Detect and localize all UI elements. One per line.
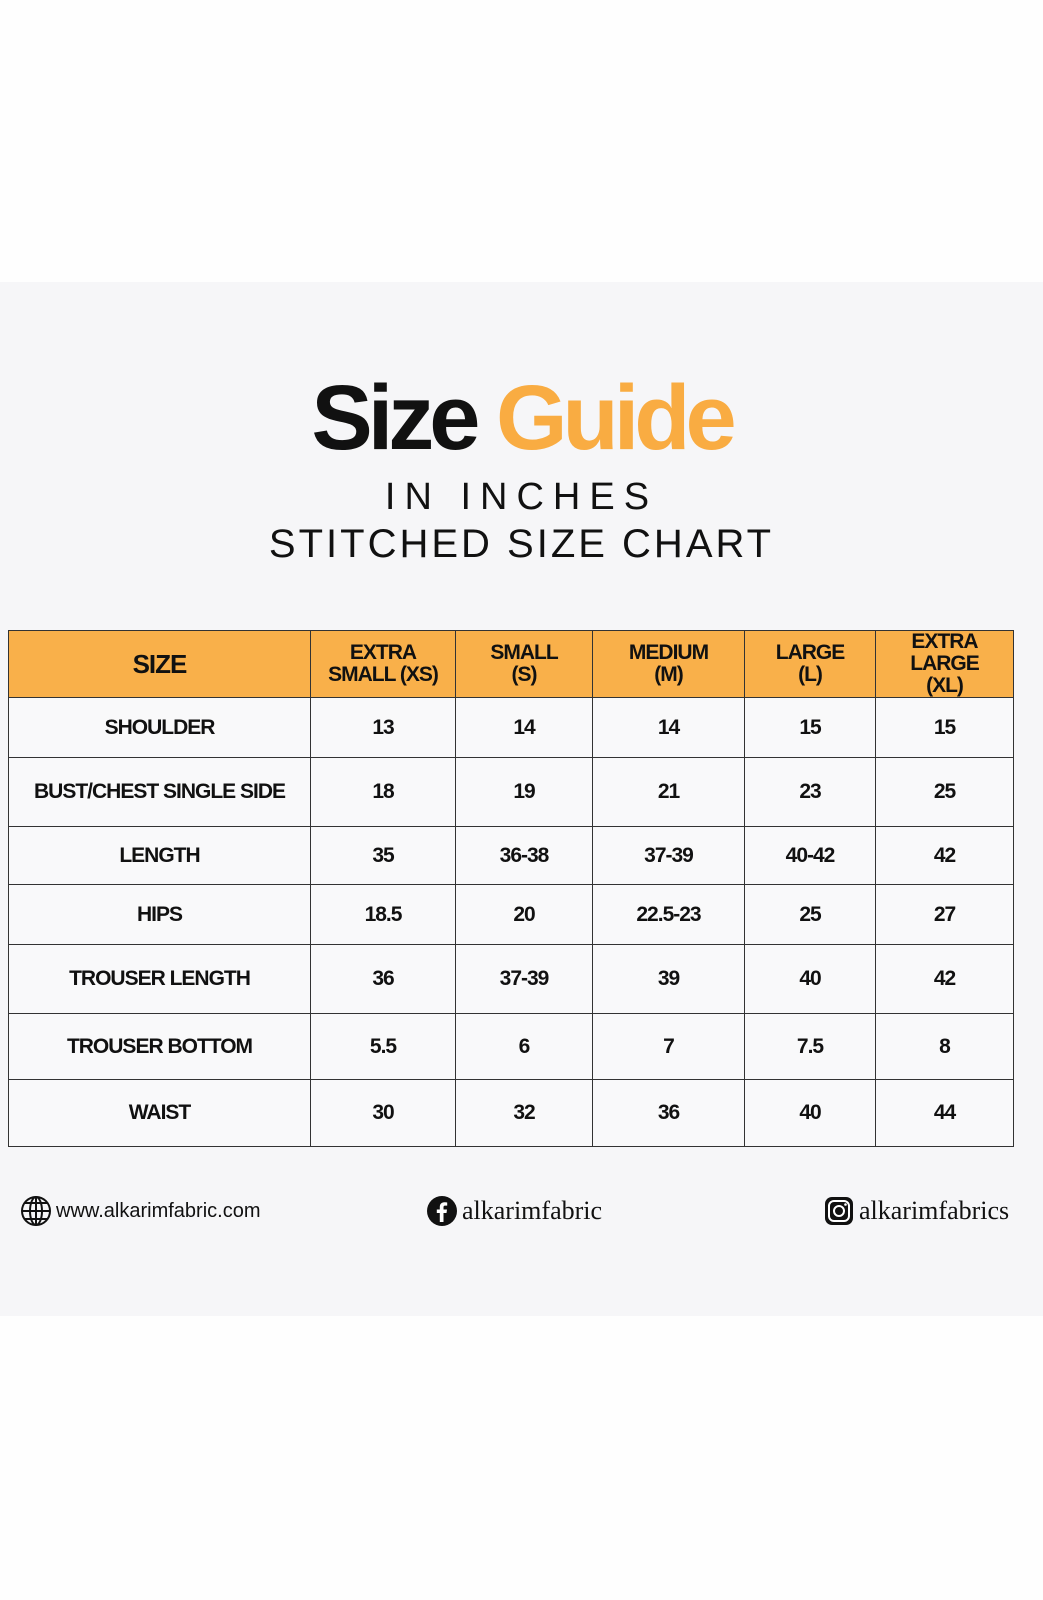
table-row: BUST/CHEST SINGLE SIDE 18 19 21 23 25	[8, 757, 1014, 827]
row-label: WAIST	[8, 1079, 311, 1147]
column-header-line: (XL)	[926, 674, 964, 697]
table-cell: 37-39	[455, 944, 593, 1014]
table-cell: 44	[875, 1079, 1014, 1147]
table-cell: 40-42	[744, 826, 876, 885]
title-word-size: Size	[311, 367, 480, 469]
table-cell: 42	[875, 826, 1014, 885]
column-header-line: (M)	[654, 663, 683, 686]
table-cell: 14	[455, 697, 593, 758]
row-label: LENGTH	[8, 826, 311, 885]
column-header: SMALL (S)	[455, 630, 593, 698]
row-label: BUST/CHEST SINGLE SIDE	[8, 757, 311, 827]
table-cell: 18.5	[310, 884, 456, 945]
page-title: Size Guide	[0, 372, 1043, 464]
table-cell: 36	[592, 1079, 745, 1147]
table-cell: 37-39	[592, 826, 745, 885]
column-header-line: LARGE	[775, 641, 846, 664]
table-cell: 20	[455, 884, 593, 945]
table-row: TROUSER BOTTOM 5.5 6 7 7.5 8	[8, 1013, 1014, 1080]
table-cell: 8	[875, 1013, 1014, 1080]
table-cell: 35	[310, 826, 456, 885]
table-cell: 7	[592, 1013, 745, 1080]
column-header: MEDIUM (M)	[592, 630, 745, 698]
table-cell: 40	[744, 1079, 876, 1147]
table-cell: 18	[310, 757, 456, 827]
table-cell: 21	[592, 757, 745, 827]
column-header-line: SIZE	[132, 649, 188, 679]
column-header-line: EXTRA LARGE	[910, 630, 980, 675]
table-cell: 19	[455, 757, 593, 827]
table-row: WAIST 30 32 36 40 44	[8, 1079, 1014, 1147]
instagram-handle[interactable]: alkarimfabrics	[859, 1196, 1010, 1225]
table-cell: 30	[310, 1079, 456, 1147]
table-cell: 36-38	[455, 826, 593, 885]
header-row: SIZE EXTRA SMALL (XS) SMALL (S) MEDIUM (M) LARG…	[8, 630, 1014, 698]
table-cell: 7.5	[744, 1013, 876, 1080]
column-header: EXTRA SMALL (XS)	[310, 630, 456, 698]
column-header-line: EXTRA	[349, 641, 417, 664]
footer-website[interactable]: www.alkarimfabric.com	[20, 1195, 260, 1227]
subtitle-units: IN INCHES	[384, 476, 659, 518]
row-label: TROUSER LENGTH	[8, 944, 311, 1014]
table-row: SHOULDER 13 14 14 15 15	[8, 697, 1014, 758]
table-cell: 25	[875, 757, 1014, 827]
table-cell: 15	[875, 697, 1014, 758]
title-word-guide: Guide	[495, 367, 737, 469]
instagram-icon	[825, 1197, 853, 1225]
table-cell: 36	[310, 944, 456, 1014]
table-cell: 23	[744, 757, 876, 827]
column-header: EXTRA LARGE (XL)	[875, 630, 1014, 698]
table-row: LENGTH 35 36-38 37-39 40-42 42	[8, 826, 1014, 885]
website-link[interactable]: www.alkarimfabric.com	[56, 1199, 261, 1222]
column-header-line: MEDIUM	[628, 641, 709, 664]
table-cell: 32	[455, 1079, 593, 1147]
globe-icon	[21, 1196, 51, 1226]
footer-instagram[interactable]: alkarimfabrics	[823, 1195, 1009, 1227]
table-cell: 39	[592, 944, 745, 1014]
column-header-line: (S)	[511, 663, 538, 686]
table-cell: 14	[592, 697, 745, 758]
table-cell: 6	[455, 1013, 593, 1080]
column-header: SIZE	[8, 630, 311, 698]
column-header: LARGE (L)	[744, 630, 876, 698]
column-header-line: SMALL (XS)	[328, 663, 439, 686]
table-cell: 27	[875, 884, 1014, 945]
table-cell: 22.5-23	[592, 884, 745, 945]
table-cell: 15	[744, 697, 876, 758]
table-row: HIPS 18.5 20 22.5-23 25 27	[8, 884, 1014, 945]
column-header-line: (L)	[798, 663, 823, 686]
row-label: HIPS	[8, 884, 311, 945]
facebook-handle[interactable]: alkarimfabric	[462, 1196, 603, 1225]
table-cell: 13	[310, 697, 456, 758]
table-cell: 42	[875, 944, 1014, 1014]
footer-facebook[interactable]: alkarimfabric	[426, 1195, 602, 1227]
facebook-icon	[427, 1196, 457, 1226]
chart-name: STITCHED SIZE CHART	[268, 522, 775, 566]
column-header-line: SMALL	[490, 641, 558, 664]
size-table: SIZE EXTRA SMALL (XS) SMALL (S) MEDIUM (M) LARG…	[8, 630, 1014, 1147]
row-label: TROUSER BOTTOM	[8, 1013, 311, 1080]
table-row: TROUSER LENGTH 36 37-39 39 40 42	[8, 944, 1014, 1014]
table-cell: 25	[744, 884, 876, 945]
row-label: SHOULDER	[8, 697, 311, 758]
table-cell: 5.5	[310, 1013, 456, 1080]
table-cell: 40	[744, 944, 876, 1014]
